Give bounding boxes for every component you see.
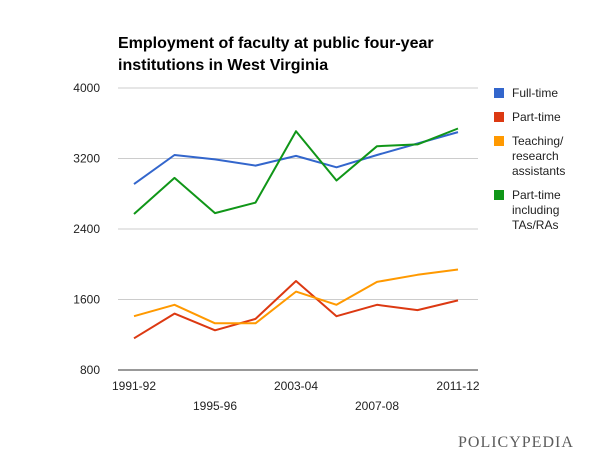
x-tick-label: 2007-08 xyxy=(355,399,399,413)
grid-lines xyxy=(118,87,478,371)
x-tick-label: 1991-92 xyxy=(112,379,156,393)
y-tick-label: 2400 xyxy=(73,222,100,236)
legend-item-part-time-including: Part-time including TAs/RAs xyxy=(494,188,594,233)
chart-title-line-2: institutions in West Virginia xyxy=(118,57,329,74)
chart-title-line-1: Employment of faculty at public four-yea… xyxy=(118,35,434,52)
legend-label-part-time: Part-time xyxy=(512,110,561,124)
legend-label-full-time: Full-time xyxy=(512,86,559,100)
series-line-full-time xyxy=(133,131,459,185)
chart-title: Employment of faculty at public four-yea… xyxy=(118,33,478,77)
y-tick-label: 800 xyxy=(80,363,100,377)
series-line-part-time-including-tas-ras xyxy=(133,127,459,215)
series-line-part-time xyxy=(133,280,459,340)
x-axis-ticks: 1991-92 1995-96 2003-04 2007-08 2011-12 xyxy=(112,379,480,413)
legend-label-part-time-including: Part-time including TAs/RAs xyxy=(512,188,561,232)
y-tick-label: 3200 xyxy=(73,152,100,166)
legend-swatch-teaching-assistants xyxy=(494,136,504,146)
x-tick-label: 2011-12 xyxy=(436,379,479,393)
x-tick-label: 1995-96 xyxy=(193,399,237,413)
legend-item-teaching-assistants: Teaching/ research assistants xyxy=(494,134,594,179)
legend-item-part-time: Part-time xyxy=(494,110,594,125)
legend: Full-time Part-time Teaching/ research a… xyxy=(494,86,594,242)
legend-item-full-time: Full-time xyxy=(494,86,594,101)
y-tick-label: 4000 xyxy=(73,81,100,95)
legend-swatch-full-time xyxy=(494,88,504,98)
series-line-teaching-research-assistants xyxy=(133,268,459,325)
y-tick-label: 1600 xyxy=(73,293,100,307)
series-lines xyxy=(133,127,459,340)
x-tick-label: 2003-04 xyxy=(274,379,318,393)
legend-label-teaching-assistants: Teaching/ research assistants xyxy=(512,134,566,178)
y-axis-ticks: 800 1600 2400 3200 4000 xyxy=(73,81,100,377)
legend-swatch-part-time-including xyxy=(494,190,504,200)
brand-logo-text: POLICYPEDIA xyxy=(458,434,574,451)
legend-swatch-part-time xyxy=(494,112,504,122)
